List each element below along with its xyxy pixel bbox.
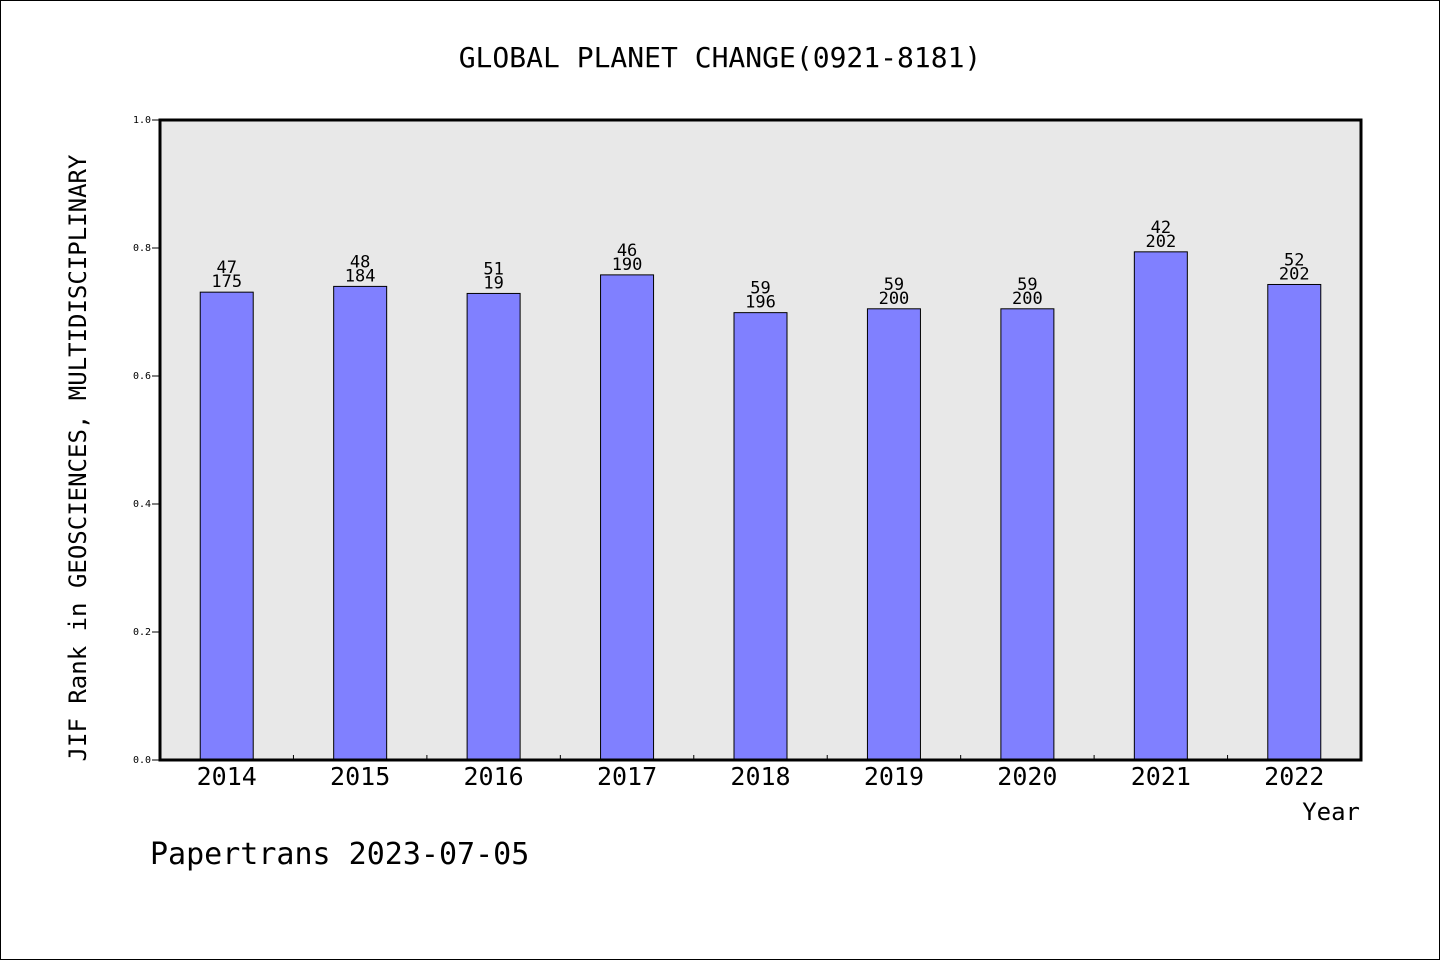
total-label-2016: 19 <box>483 273 503 293</box>
footer-text: Papertrans 2023-07-05 <box>150 837 529 872</box>
x-tick-label-2016: 2016 <box>464 762 524 791</box>
total-label-2014: 175 <box>211 272 242 292</box>
y-tick-label-0.2: 0.2 <box>133 627 151 638</box>
total-label-2020: 200 <box>1012 289 1043 309</box>
rank-label-2020: 59 <box>1017 275 1037 295</box>
x-axis: 2014 2015 2016 2017 2018 2019 2020 2021 2022 <box>197 755 1324 791</box>
bar-2016 <box>466 292 521 761</box>
total-label-2022: 202 <box>1279 264 1310 284</box>
rank-label-2019: 59 <box>884 275 904 295</box>
y-tick-label-1.0: 1.0 <box>133 115 151 126</box>
bar-2015 <box>333 285 388 761</box>
bar-2017 <box>600 274 655 761</box>
bar-2021 <box>1133 251 1188 761</box>
rank-label-2017: 46 <box>617 241 637 261</box>
rank-label-2014: 47 <box>216 258 236 278</box>
x-tick-label-2020: 2020 <box>997 762 1057 791</box>
x-tick-label-2015: 2015 <box>330 762 390 791</box>
x-tick-label-2014: 2014 <box>197 762 257 791</box>
total-label-2018: 196 <box>745 293 776 313</box>
plot-border <box>158 118 1363 762</box>
total-label-2019: 200 <box>879 289 910 309</box>
chart-title: GLOBAL PLANET CHANGE(0921-8181) <box>459 41 982 74</box>
bar-2014 <box>199 291 254 761</box>
rank-label-2022: 52 <box>1284 250 1304 270</box>
y-tick-label-0.4: 0.4 <box>133 499 151 510</box>
bar-2022 <box>1267 283 1322 761</box>
x-axis-label: Year <box>1302 798 1360 826</box>
rank-label-2018: 59 <box>750 279 770 299</box>
x-tick-label-2022: 2022 <box>1264 762 1324 791</box>
rank-label-2015: 48 <box>350 252 370 272</box>
x-tick-label-2017: 2017 <box>597 762 657 791</box>
bars-group <box>199 251 1322 761</box>
total-label-2015: 184 <box>345 266 376 286</box>
y-tick-label-0.0: 0.0 <box>133 755 151 766</box>
rank-label-2021: 42 <box>1151 218 1171 238</box>
bar-2020 <box>1000 308 1055 761</box>
x-tick-label-2018: 2018 <box>730 762 790 791</box>
bar-2019 <box>866 308 921 761</box>
total-label-2017: 190 <box>612 255 643 275</box>
x-tick-label-2021: 2021 <box>1131 762 1191 791</box>
y-axis: 0.0 0.2 0.4 0.6 0.8 1.0 <box>133 115 160 766</box>
y-tick-label-0.6: 0.6 <box>133 371 151 382</box>
rank-label-2016: 51 <box>483 259 503 279</box>
bar-2018 <box>733 312 788 761</box>
y-tick-label-0.8: 0.8 <box>133 243 151 254</box>
y-axis-label: JIF Rank in GEOSCIENCES, MULTIDISCIPLINA… <box>64 154 92 761</box>
total-label-2021: 202 <box>1145 232 1176 252</box>
x-tick-label-2019: 2019 <box>864 762 924 791</box>
